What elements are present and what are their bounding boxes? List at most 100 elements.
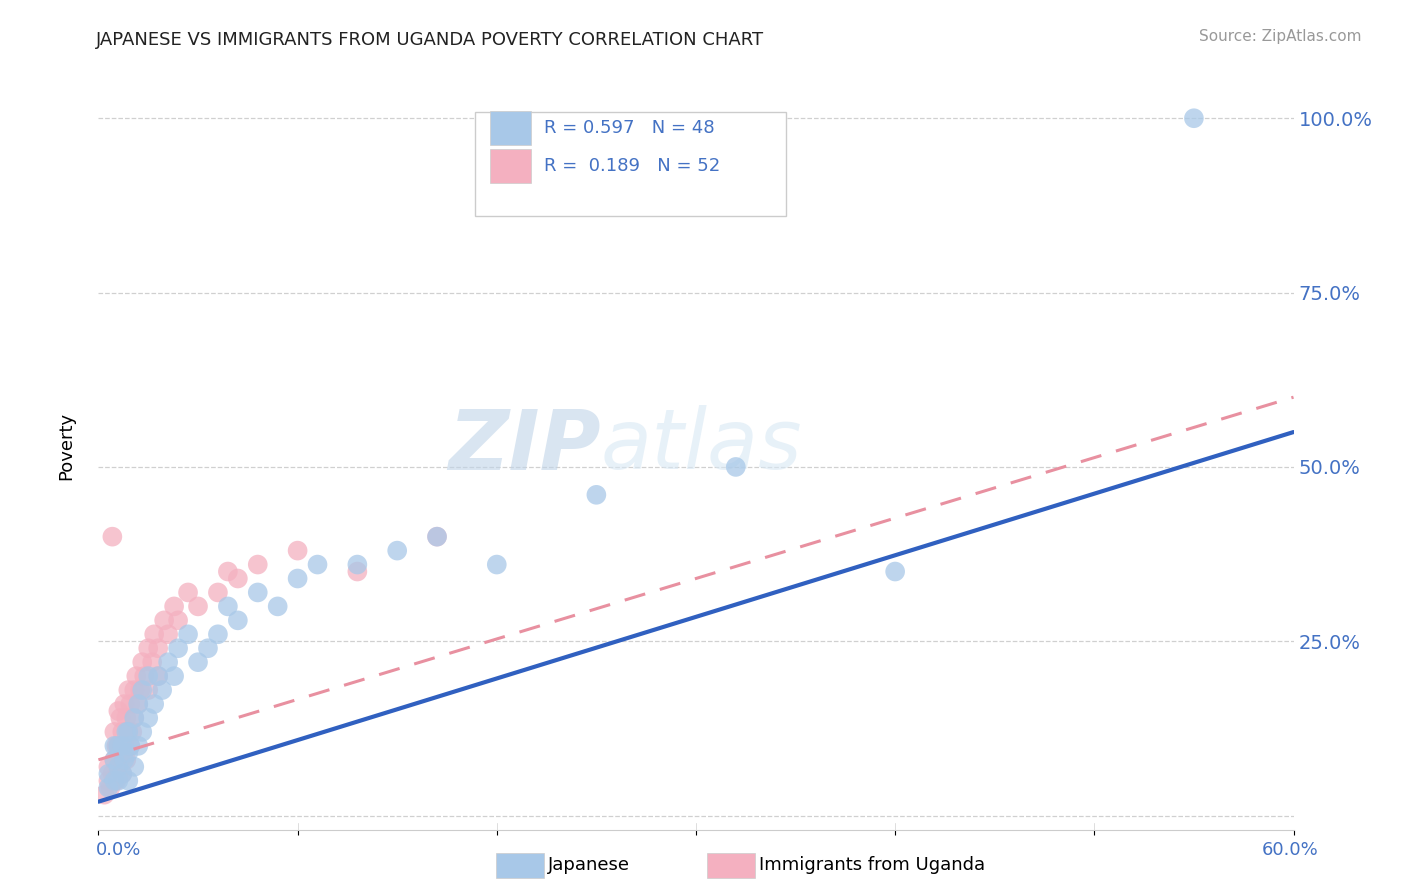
- Point: [197, 641, 219, 656]
- Point: [124, 711, 146, 725]
- Point: [107, 760, 129, 774]
- Text: Source: ZipAtlas.com: Source: ZipAtlas.com: [1198, 29, 1361, 44]
- Point: [307, 558, 329, 572]
- Point: [107, 739, 129, 753]
- Point: [163, 669, 186, 683]
- Text: 60.0%: 60.0%: [1263, 841, 1319, 859]
- Point: [177, 585, 200, 599]
- Point: [112, 753, 135, 767]
- Point: [131, 683, 153, 698]
- Point: [143, 697, 166, 711]
- Point: [112, 739, 135, 753]
- Point: [124, 711, 146, 725]
- Point: [177, 627, 200, 641]
- Point: [103, 725, 125, 739]
- Point: [187, 599, 209, 614]
- FancyBboxPatch shape: [491, 111, 531, 145]
- Point: [97, 760, 120, 774]
- Point: [167, 613, 190, 627]
- Point: [117, 773, 139, 788]
- Point: [127, 739, 149, 753]
- Point: [136, 641, 159, 656]
- Point: [724, 459, 747, 474]
- Point: [115, 711, 138, 725]
- Point: [157, 655, 180, 669]
- Point: [136, 683, 159, 698]
- Point: [107, 773, 129, 788]
- Point: [107, 766, 129, 780]
- Point: [246, 585, 269, 599]
- Point: [117, 746, 139, 760]
- Point: [117, 683, 139, 698]
- Point: [207, 585, 229, 599]
- Point: [246, 558, 269, 572]
- Point: [426, 530, 449, 544]
- Point: [153, 613, 176, 627]
- Point: [117, 725, 139, 739]
- Text: JAPANESE VS IMMIGRANTS FROM UGANDA POVERTY CORRELATION CHART: JAPANESE VS IMMIGRANTS FROM UGANDA POVER…: [96, 31, 763, 49]
- Point: [385, 543, 409, 558]
- Point: [111, 725, 134, 739]
- Point: [101, 766, 124, 780]
- Point: [127, 697, 149, 711]
- Point: [134, 669, 156, 683]
- Point: [112, 697, 135, 711]
- Point: [485, 558, 508, 572]
- Point: [131, 725, 153, 739]
- Point: [127, 697, 149, 711]
- Y-axis label: Poverty: Poverty: [56, 412, 75, 480]
- Point: [131, 655, 153, 669]
- Point: [267, 599, 290, 614]
- Point: [136, 669, 159, 683]
- Point: [120, 739, 142, 753]
- Point: [226, 572, 249, 586]
- Point: [163, 599, 186, 614]
- Point: [124, 760, 146, 774]
- Point: [107, 704, 129, 718]
- FancyBboxPatch shape: [475, 112, 786, 216]
- Point: [105, 773, 128, 788]
- Point: [117, 725, 139, 739]
- Point: [148, 641, 170, 656]
- Point: [148, 669, 170, 683]
- Point: [187, 655, 209, 669]
- Point: [121, 725, 143, 739]
- Point: [107, 739, 129, 753]
- Point: [120, 697, 142, 711]
- Point: [115, 725, 138, 739]
- Point: [97, 773, 120, 788]
- Point: [97, 766, 120, 780]
- Point: [110, 711, 132, 725]
- Text: 0.0%: 0.0%: [96, 841, 141, 859]
- Point: [217, 565, 239, 579]
- Point: [143, 627, 166, 641]
- Point: [426, 530, 449, 544]
- Text: R =  0.189   N = 52: R = 0.189 N = 52: [544, 157, 720, 175]
- Point: [157, 627, 180, 641]
- Point: [125, 669, 148, 683]
- Point: [287, 543, 309, 558]
- Point: [115, 753, 138, 767]
- Point: [287, 572, 309, 586]
- Point: [150, 683, 173, 698]
- Point: [103, 773, 125, 788]
- Point: [884, 565, 907, 579]
- Point: [226, 613, 249, 627]
- Point: [105, 739, 128, 753]
- Text: atlas: atlas: [600, 406, 801, 486]
- Point: [585, 488, 607, 502]
- Point: [346, 558, 368, 572]
- Point: [148, 669, 170, 683]
- Text: ZIP: ZIP: [447, 406, 600, 486]
- Point: [101, 530, 124, 544]
- Point: [120, 739, 142, 753]
- Text: Japanese: Japanese: [548, 856, 630, 874]
- Point: [207, 627, 229, 641]
- Point: [141, 655, 163, 669]
- Point: [111, 739, 134, 753]
- Point: [98, 780, 122, 795]
- Point: [124, 683, 146, 698]
- Point: [111, 766, 134, 780]
- Point: [167, 641, 190, 656]
- Point: [103, 753, 125, 767]
